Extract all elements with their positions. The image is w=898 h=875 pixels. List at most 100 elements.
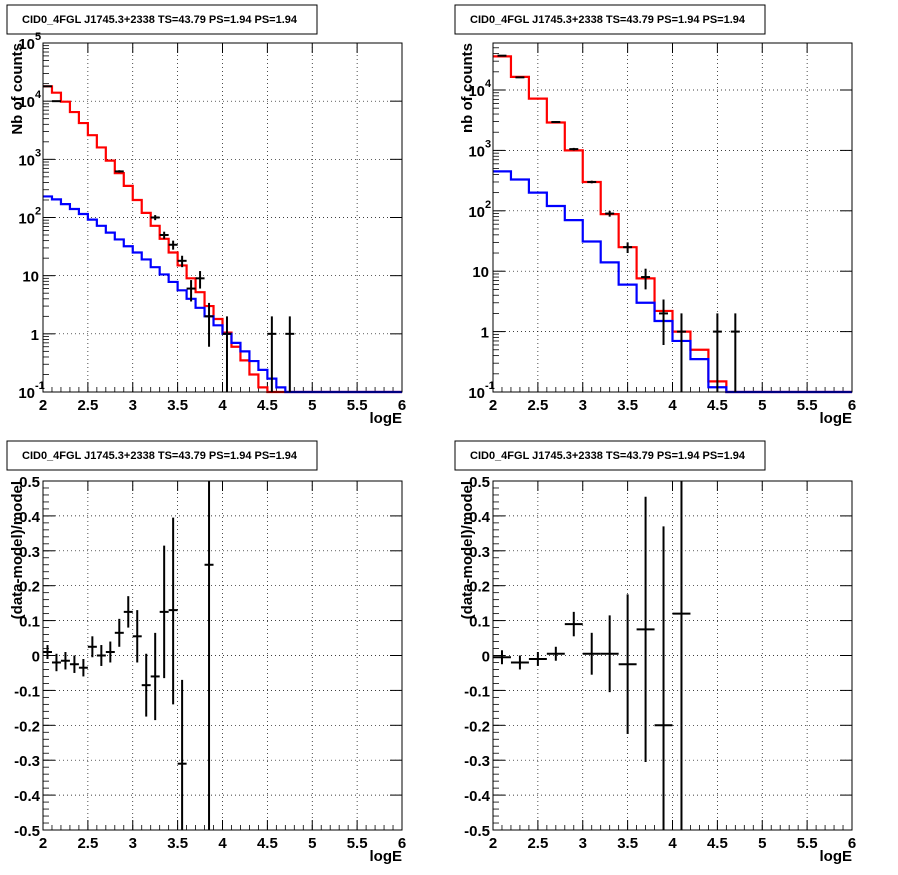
data-point [51,100,61,103]
y-tick-label: -0.5 [464,823,490,840]
x-tick-label: 5 [308,397,316,414]
x-tick-label: 2 [489,835,497,852]
data-point [123,596,133,628]
y-tick-label: 0.5 [469,474,490,491]
data-point [587,180,597,184]
y-tick-label: -0.2 [464,718,490,735]
data-point [87,636,97,658]
y-tick-label: 0.3 [469,544,490,561]
x-tick-label: 5.5 [797,835,818,852]
data-point [528,652,547,666]
data-point [510,655,529,670]
y-tick-label: 0.5 [19,474,40,491]
x-tick-label: 3.5 [617,835,638,852]
y-tick-label: 0.1 [19,614,40,631]
y-tick-label: 1 [481,325,489,342]
data-point [623,242,633,254]
data-point [141,653,151,717]
data-point [659,299,669,345]
chart-title: CID0_4FGL J1745.3+2338 TS=43.79 PS=1.94 … [22,14,298,26]
x-tick-label: 3 [579,835,587,852]
data-point [564,611,583,637]
x-tick-label: 3.5 [617,397,638,414]
x-tick-label: 4.5 [257,835,278,852]
y-tick-exponent: 4 [35,89,42,101]
data-point [195,271,205,289]
x-axis-label: logE [820,848,853,865]
data-point [712,313,722,392]
y-tick-label: -0.2 [14,718,40,735]
data-point [582,632,601,675]
data-point [43,645,52,659]
data-point [267,316,277,392]
y-tick-exponent: -1 [35,380,45,392]
x-tick-label: 5 [308,835,316,852]
x-tick-label: 2.5 [527,835,548,852]
data-point [168,240,178,250]
data-point [605,210,615,217]
y-axis-label: (data-model)/model [9,481,26,619]
y-tick-label: 10 [468,143,485,160]
data-point [69,655,79,673]
title-box [454,440,766,471]
x-tick-label: 2.5 [77,397,98,414]
data-point [132,610,142,663]
x-tick-label: 4.5 [257,397,278,414]
data-point [186,280,196,302]
y-tick-exponent: -1 [485,380,495,392]
data-point [150,215,160,221]
data-point [672,481,691,830]
y-tick-label: 0.2 [469,579,490,596]
x-axis-label: logE [370,410,403,427]
y-tick-exponent: 2 [35,206,41,218]
y-axis-label: nb of counts [459,43,476,133]
data-point [51,653,61,672]
chart-panel-1: CID0_4FGL J1745.3+2338 TS=43.79 PS=1.94 … [6,4,406,427]
y-tick-exponent: 4 [485,78,492,90]
data-point [159,231,169,239]
y-tick-label: 10 [18,211,35,228]
chart-title: CID0_4FGL J1745.3+2338 TS=43.79 PS=1.94 … [470,450,746,462]
y-tick-label: -0.5 [14,823,40,840]
x-tick-label: 2 [489,397,497,414]
y-tick-label: 10 [468,385,485,402]
series-line-2 [493,170,852,394]
chart-title: CID0_4FGL J1745.3+2338 TS=43.79 PS=1.94 … [22,450,298,462]
y-tick-label: -0.1 [14,683,40,700]
y-tick-label: 10 [18,152,35,169]
data-point [204,481,214,830]
x-tick-label: 3 [579,397,587,414]
data-point [96,645,106,666]
data-point [285,316,295,392]
x-tick-label: 6 [848,835,856,852]
x-tick-label: 3.5 [167,397,188,414]
data-point [159,545,169,679]
y-tick-label: 0.4 [19,509,41,526]
y-tick-label: -0.3 [14,753,40,770]
data-point [222,316,232,392]
x-tick-label: 5.5 [797,397,818,414]
y-tick-label: 10 [22,269,39,286]
data-point [730,313,740,392]
x-tick-label: 2 [39,397,47,414]
x-tick-label: 4 [218,835,227,852]
data-point [78,658,88,677]
data-point [493,650,511,665]
x-tick-label: 3.5 [167,835,188,852]
y-tick-label: 0 [482,649,490,666]
x-tick-label: 6 [848,397,856,414]
x-tick-label: 4.5 [707,835,728,852]
x-tick-label: 6 [398,397,406,414]
y-tick-label: 10 [18,36,35,53]
data-point [60,652,70,670]
data-point [654,526,673,830]
chart-panel-4: CID0_4FGL J1745.3+2338 TS=43.79 PS=1.94 … [454,440,856,865]
data-point [569,147,579,151]
y-tick-label: 10 [468,83,485,100]
data-point [618,594,637,735]
data-point [114,618,124,647]
data-point [636,496,655,762]
title-box [6,440,318,471]
data-point [177,255,187,268]
x-tick-label: 2 [39,835,47,852]
